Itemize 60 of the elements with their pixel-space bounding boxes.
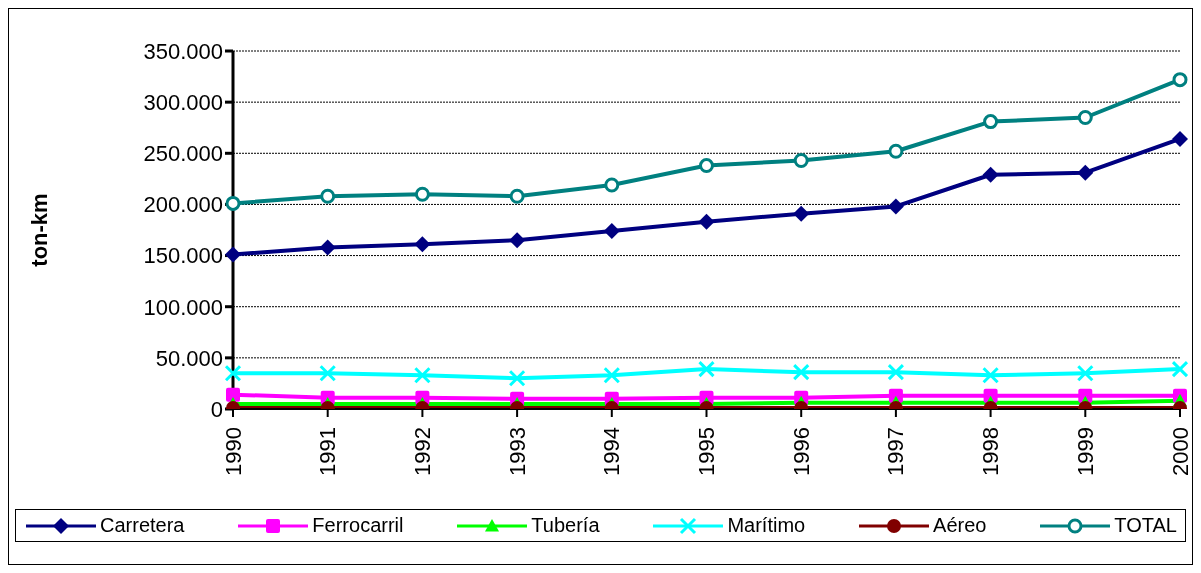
point: [792, 363, 810, 381]
y-tick-label: 0: [210, 396, 223, 422]
point: [603, 366, 621, 384]
legend-label: Ferrocarril: [312, 514, 404, 537]
legend-label: Marítimo: [727, 514, 806, 537]
x-tick-label: 2000: [1167, 427, 1193, 476]
x-tick-label: 1994: [599, 427, 625, 476]
x-tick-label: 1996: [788, 427, 814, 476]
y-tick-label: 200.000: [143, 192, 223, 218]
point: [1172, 130, 1188, 147]
legend-label: Tubería: [531, 514, 600, 537]
y-tick-label: 300.000: [143, 89, 223, 115]
x-tick-label: 1999: [1072, 427, 1098, 476]
point: [509, 232, 526, 249]
y-axis-title: ton-km: [26, 193, 52, 267]
point: [225, 246, 241, 263]
point: [887, 363, 905, 381]
point: [225, 195, 241, 211]
x-tick-label: 1993: [504, 427, 530, 476]
point: [414, 186, 430, 202]
x-tick-label: 1998: [978, 427, 1004, 476]
x-tick-label: 1991: [315, 427, 341, 476]
legend-label: TOTAL: [1114, 514, 1177, 537]
point: [509, 188, 525, 204]
point: [224, 364, 242, 382]
y-tick-label: 150.000: [143, 243, 223, 269]
point: [1171, 360, 1189, 378]
point: [508, 369, 526, 387]
x-tick-label: 1990: [220, 427, 246, 476]
point: [1077, 109, 1093, 125]
point: [320, 188, 336, 204]
point: [604, 177, 620, 193]
point: [982, 366, 1000, 384]
point: [603, 223, 620, 240]
point: [699, 158, 714, 174]
y-tick-label: 250.000: [143, 141, 223, 167]
x-tick-label: 1995: [694, 427, 719, 476]
legend-label: Carretera: [100, 514, 185, 537]
point: [319, 364, 337, 382]
point: [1076, 364, 1094, 382]
point: [888, 143, 904, 159]
y-tick-label: 350.000: [143, 38, 223, 64]
point: [414, 236, 431, 253]
legend-label: Aéreo: [933, 514, 987, 537]
point: [982, 166, 999, 183]
point: [698, 213, 715, 230]
y-tick-label: 50.000: [155, 345, 223, 371]
x-tick-label: 1992: [409, 427, 435, 476]
point: [698, 360, 715, 378]
point: [226, 387, 240, 402]
x-tick-label: 1997: [883, 427, 909, 476]
point: [1077, 164, 1094, 181]
point: [413, 366, 431, 384]
point: [983, 114, 999, 130]
point: [793, 205, 810, 222]
y-tick-label: 100.000: [143, 294, 223, 320]
point: [793, 152, 809, 168]
point: [319, 239, 336, 256]
point: [887, 198, 904, 215]
point: [1172, 72, 1188, 88]
